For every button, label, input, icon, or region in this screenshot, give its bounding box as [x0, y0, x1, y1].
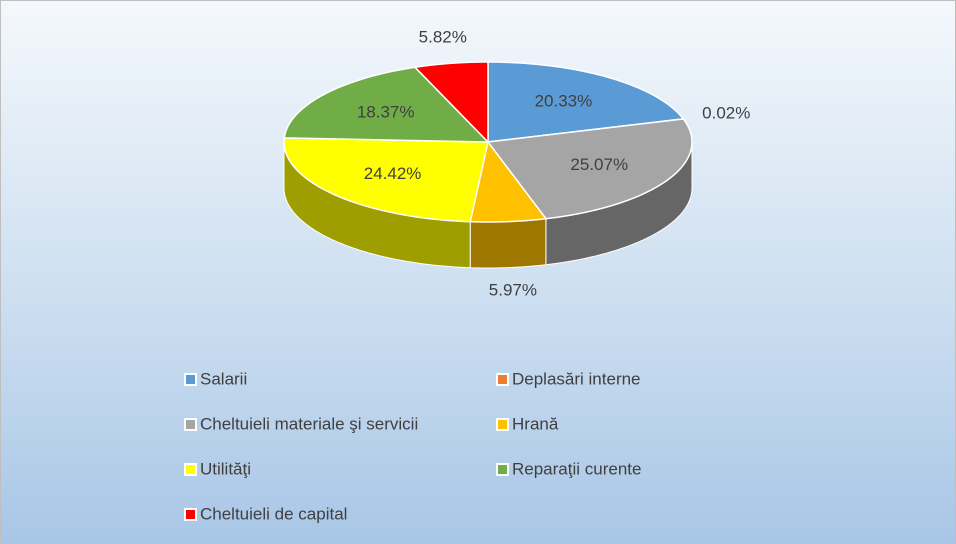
slice: [469, 140, 548, 223]
legend-label: Utilităţi: [200, 459, 251, 478]
slice: [283, 137, 489, 223]
legend-swatch: [184, 463, 197, 476]
slice-side: [469, 218, 547, 269]
legend-swatch: [496, 373, 509, 386]
data-label: 20.33%: [535, 92, 593, 111]
legend-swatch: [184, 373, 197, 386]
data-label: 5.82%: [419, 28, 467, 47]
legend-swatch: [496, 463, 509, 476]
data-label: 18.37%: [357, 102, 415, 121]
legend-swatch: [184, 508, 197, 521]
legend-label: Cheltuieli materiale şi servicii: [200, 414, 418, 433]
legend-label: Salarii: [200, 369, 247, 388]
legend-swatch: [496, 418, 509, 431]
legend-label: Hrană: [512, 414, 559, 433]
slice: [487, 61, 685, 143]
data-label: 0.02%: [702, 103, 750, 122]
data-label: 24.42%: [364, 164, 422, 183]
data-label: 25.07%: [570, 155, 628, 174]
slice: [486, 118, 693, 220]
legend-label: Deplasări interne: [512, 369, 641, 388]
legend-label: Cheltuieli de capital: [200, 504, 347, 523]
legend-swatch: [184, 418, 197, 431]
slice: [413, 61, 489, 144]
data-label: 5.97%: [489, 281, 537, 300]
slice: [283, 66, 490, 143]
legend-label: Reparaţii curente: [512, 459, 641, 478]
